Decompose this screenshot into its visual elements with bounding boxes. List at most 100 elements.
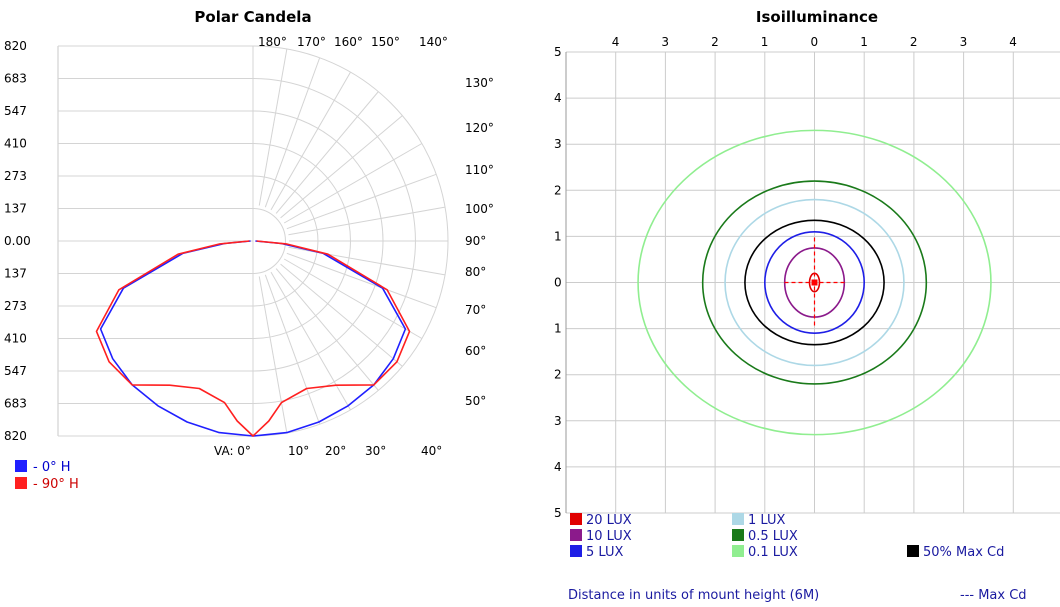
iso-y-tick-label: 5 [554, 506, 562, 520]
polar-series-1-curve [95, 240, 411, 437]
polar-angle-label-bottom: 40° [421, 444, 442, 458]
iso-contours [637, 129, 992, 436]
polar-spoke [258, 48, 288, 206]
legend-swatch [15, 477, 27, 489]
polar-angle-label-top: 150° [371, 35, 400, 49]
legend-label: --- Max Cd [960, 588, 1027, 603]
iso-x-tick-label: 4 [612, 35, 620, 49]
polar-angle-label-right: 130° [465, 76, 494, 90]
iso-y-tick-label: 3 [554, 137, 562, 151]
iso-y-tick-label: 3 [554, 414, 562, 428]
polar-angle-label-top: 140° [419, 35, 448, 49]
legend-swatch [732, 545, 744, 557]
polar-spoke [283, 143, 423, 224]
legend-label: - 90° H [33, 477, 79, 492]
iso-xlabel: Distance in units of mount height (6M) [568, 588, 819, 603]
polar-angle-label-top: 180° [258, 35, 287, 49]
iso-contour-0.1-lux [637, 129, 992, 436]
polar-spoke [283, 258, 423, 339]
iso-contour-5-lux [763, 230, 865, 335]
legend-swatch [15, 460, 27, 472]
polar-r-tick-label: 273 [4, 169, 27, 183]
polar-r-tick-label: 820 [4, 429, 27, 443]
legend-label: 5 LUX [586, 545, 624, 560]
iso-grid [565, 51, 1060, 514]
polar-r-tick-label: 137 [4, 267, 27, 281]
polar-angle-label-right: 60° [465, 344, 486, 358]
legend-label: 0.5 LUX [748, 529, 798, 544]
polar-spoke [275, 268, 379, 391]
isoilluminance-chart: Isoilluminance 4 3 2 1 0 1 2 3 4 5 4 3 2 1 0 1 2 3 4 5 20 L… [554, 8, 1060, 603]
polar-r-tick-label: 547 [4, 364, 27, 378]
polar-r-tick-label: 683 [4, 397, 27, 411]
iso-contour-0.5-lux [701, 180, 928, 385]
iso-x-tick-label: 3 [661, 35, 669, 49]
iso-y-tick-label: 4 [554, 460, 562, 474]
polar-angle-label-top: 170° [297, 35, 326, 49]
polar-spoke [264, 274, 321, 425]
legend-label: 1 LUX [748, 513, 786, 528]
polar-angle-label-right: 100° [465, 202, 494, 216]
legend-swatch [570, 513, 582, 525]
polar-angle-label-bottom: 20° [325, 444, 346, 458]
polar-spoke [258, 276, 288, 434]
iso-contour-1-lux [724, 198, 905, 367]
iso-legend: 20 LUX 1 LUX 10 LUX 0.5 LUX 5 LUX 0.1 LUX 50% … [570, 513, 1027, 603]
polar-r-tick-label: 547 [4, 104, 27, 118]
polar-ring [252, 208, 286, 274]
iso-x-tick-label: 4 [1009, 35, 1017, 49]
polar-r-tick-label: 137 [4, 202, 27, 216]
polar-angle-label-bottom: VA: 0° [214, 444, 251, 458]
iso-y-tick-label: 5 [554, 45, 562, 59]
iso-contour-50pct-max-cd [744, 219, 885, 346]
polar-spoke [280, 115, 403, 219]
polar-spoke [280, 263, 403, 367]
iso-y-tick-label: 1 [554, 322, 562, 336]
polar-r-tick-label: 410 [4, 137, 27, 151]
iso-y-tick-label: 0 [554, 276, 562, 290]
polar-title: Polar Candela [194, 8, 311, 26]
legend-label: - 0° H [33, 460, 71, 475]
polar-radial-tick-labels: 820 683 547 410 273 137 0.00 137 273 410 547 683 820 [4, 39, 31, 443]
iso-tick-labels: 4 3 2 1 0 1 2 3 4 5 4 3 2 1 0 1 2 3 4 5 [554, 35, 1017, 520]
iso-x-tick-label: 1 [761, 35, 769, 49]
legend-label: 20 LUX [586, 513, 632, 528]
polar-r-tick-label: 683 [4, 72, 27, 86]
polar-angle-label-bottom: 30° [365, 444, 386, 458]
legend-label: 50% Max Cd [923, 545, 1004, 560]
polar-r-tick-label: 273 [4, 299, 27, 313]
polar-r-tick-label: 0.00 [4, 234, 31, 248]
polar-angle-label-top: 160° [334, 35, 363, 49]
polar-angle-labels: 180° 170° 160° 150° 140° 130° 120° 110° 100° 90° 8… [214, 35, 494, 458]
polar-spoke [275, 91, 379, 214]
polar-angle-label-right: 80° [465, 265, 486, 279]
polar-angle-label-right: 90° [465, 234, 486, 248]
polar-angle-label-right: 50° [465, 394, 486, 408]
legend-label: 10 LUX [586, 529, 632, 544]
polar-spoke [286, 252, 437, 309]
polar-spoke [286, 173, 437, 230]
polar-r-tick-label: 410 [4, 332, 27, 346]
iso-title: Isoilluminance [756, 8, 878, 26]
polar-spoke [270, 71, 351, 211]
iso-x-tick-label: 3 [960, 35, 968, 49]
iso-x-tick-label: 2 [711, 35, 719, 49]
iso-y-tick-label: 4 [554, 91, 562, 105]
polar-angle-label-right: 110° [465, 163, 494, 177]
polar-spoke [270, 271, 351, 411]
legend-label: 0.1 LUX [748, 545, 798, 560]
polar-spoke [264, 57, 321, 208]
legend-swatch [570, 529, 582, 541]
iso-x-tick-label: 0 [811, 35, 819, 49]
polar-chart: Polar Candela 820 683 547 410 273 137 0.00 137 2… [4, 8, 494, 492]
iso-x-tick-label: 2 [910, 35, 918, 49]
legend-swatch [570, 545, 582, 557]
polar-angle-label-right: 120° [465, 121, 494, 135]
iso-y-tick-label: 2 [554, 183, 562, 197]
polar-series [95, 240, 411, 437]
iso-max-cd-marker [811, 279, 818, 286]
legend-swatch [907, 545, 919, 557]
polar-legend: - 0° H - 90° H [15, 460, 79, 492]
iso-y-tick-label: 1 [554, 229, 562, 243]
